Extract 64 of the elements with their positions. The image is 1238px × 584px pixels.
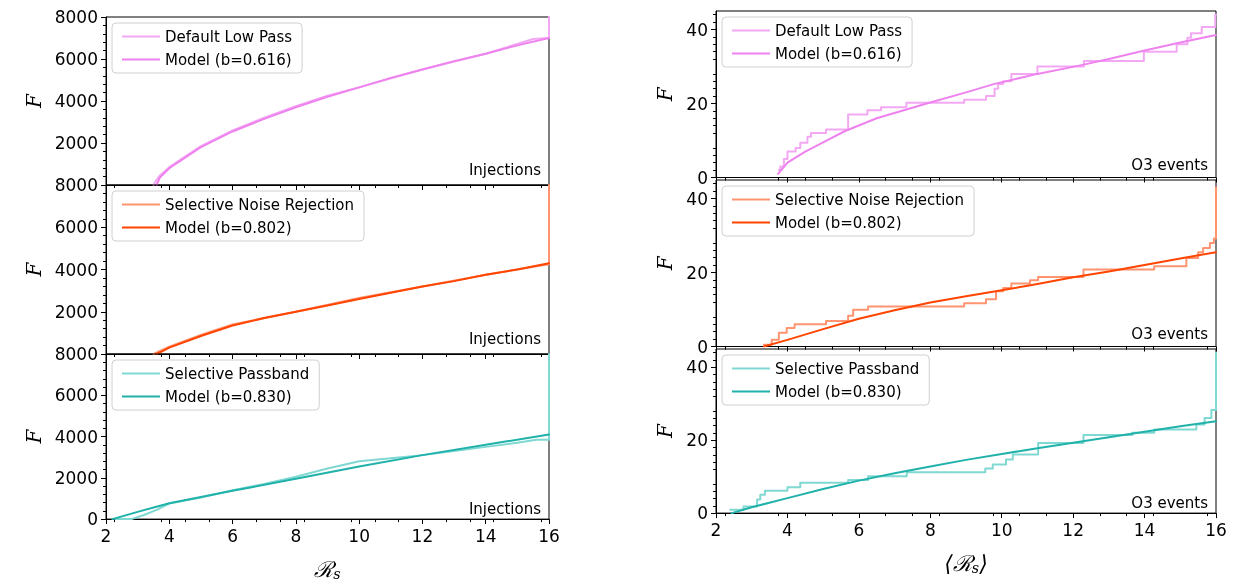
y-tick-label: 0 — [87, 509, 98, 530]
legend-label: Selective Passband — [165, 364, 310, 383]
legend-label: Model (b=0.616) — [165, 50, 292, 69]
x-tick-label: 4 — [163, 525, 175, 546]
x-tick-label: 12 — [1062, 519, 1084, 540]
legend-label: Selective Passband — [775, 359, 920, 378]
x-axis-title: ℛs — [314, 556, 341, 582]
y-tick-label: 2000 — [54, 301, 98, 322]
y-tick-label: 4000 — [54, 426, 98, 447]
x-tick-label: 14 — [1133, 519, 1156, 540]
legend-label: Model (b=0.830) — [165, 387, 292, 406]
y-tick-label: 6000 — [54, 49, 98, 69]
annotation: Injections — [468, 329, 542, 348]
y-axis-title: F — [21, 428, 46, 445]
x-tick-label: 6 — [227, 525, 238, 546]
y-tick-label: 4000 — [54, 91, 98, 111]
legend-label: Selective Noise Rejection — [775, 190, 965, 209]
y-tick-label: 20 — [686, 93, 708, 114]
y-tick-label: 0 — [697, 336, 708, 357]
legend-label: Selective Noise Rejection — [165, 195, 355, 214]
annotation: Injections — [468, 499, 542, 518]
y-tick-label: 6000 — [54, 217, 98, 238]
y-axis-title: F — [653, 86, 678, 103]
annotation: Injections — [468, 160, 542, 179]
legend-label: Default Low Pass — [165, 27, 293, 46]
legend-label: Model (b=0.802) — [775, 213, 902, 232]
annotation: O3 events — [1131, 324, 1209, 343]
y-axis-title: F — [653, 255, 678, 272]
x-tick-label: 12 — [411, 525, 434, 546]
x-tick-label: 16 — [1205, 519, 1227, 540]
y-tick-label: 2000 — [54, 133, 98, 153]
y-tick-label: 20 — [686, 430, 708, 451]
annotation: O3 events — [1131, 493, 1209, 512]
x-tick-label: 14 — [474, 525, 497, 546]
x-tick-label: 6 — [853, 519, 865, 540]
y-tick-label: 40 — [686, 188, 708, 209]
y-tick-label: 4000 — [54, 259, 98, 280]
y-axis-title: F — [21, 92, 46, 109]
x-tick-label: 16 — [538, 525, 560, 546]
x-tick-label: 4 — [782, 519, 793, 540]
legend-label: Default Low Pass — [775, 21, 903, 40]
legend-label: Model (b=0.830) — [775, 382, 902, 401]
legend-label: Model (b=0.616) — [775, 44, 902, 63]
x-axis-title: ⟨ℛs⟩ — [944, 550, 988, 576]
annotation: O3 events — [1131, 155, 1209, 174]
y-tick-label: 8000 — [54, 175, 98, 195]
y-axis-title: F — [653, 423, 678, 439]
x-tick-label: 8 — [290, 525, 302, 546]
y-tick-label: 0 — [697, 167, 708, 188]
y-tick-label: 2000 — [54, 467, 98, 488]
y-tick-label: 8000 — [54, 7, 98, 27]
y-tick-label: 40 — [686, 19, 708, 40]
y-tick-label: 8000 — [54, 344, 98, 364]
x-tick-label: 10 — [348, 525, 370, 546]
y-tick-label: 6000 — [54, 385, 98, 406]
y-axis-title: F — [21, 261, 46, 278]
x-tick-label: 10 — [990, 519, 1013, 540]
x-tick-label: 8 — [924, 519, 936, 540]
y-tick-label: 20 — [686, 262, 708, 283]
x-tick-label: 2 — [710, 519, 722, 540]
y-tick-label: 0 — [697, 503, 708, 524]
legend-label: Model (b=0.802) — [165, 218, 292, 237]
y-tick-label: 40 — [686, 357, 708, 378]
x-tick-label: 2 — [100, 525, 112, 546]
